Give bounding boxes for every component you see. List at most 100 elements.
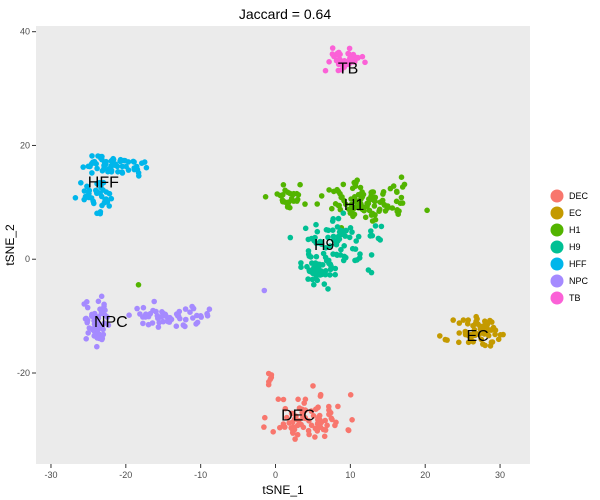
point-h9: [319, 262, 326, 268]
point-dec: [270, 429, 277, 435]
point-h9: [327, 272, 333, 278]
point-h9: [349, 245, 356, 252]
point-h9: [309, 260, 315, 266]
point-hff: [90, 198, 96, 204]
point-h9: [323, 268, 329, 274]
point-h9: [340, 210, 347, 216]
point-h1: [295, 192, 302, 198]
legend-label-hff: HFF: [569, 259, 587, 269]
point-npc: [190, 315, 196, 321]
point-dec: [316, 424, 323, 431]
point-hff: [86, 163, 93, 170]
point-tb: [334, 50, 341, 57]
point-h1: [318, 193, 325, 199]
point-h1: [424, 207, 430, 214]
point-ec: [456, 320, 463, 326]
point-h1: [380, 189, 387, 195]
point-dec: [302, 407, 308, 414]
point-dec: [280, 396, 287, 403]
point-h9: [328, 263, 334, 269]
x-tick-label: 10: [345, 470, 355, 480]
point-h1: [377, 199, 384, 205]
point-hff: [103, 189, 110, 195]
point-npc: [134, 305, 140, 312]
point-dec: [321, 433, 328, 440]
point-dec: [294, 431, 301, 438]
point-ec: [460, 317, 467, 323]
point-h9: [311, 281, 317, 288]
point-npc: [189, 303, 195, 310]
point-tb: [350, 59, 357, 65]
point-hff: [99, 202, 105, 209]
point-h9: [372, 223, 379, 229]
cluster-label-tb: TB: [338, 61, 358, 78]
point-h9: [353, 238, 360, 244]
point-hff: [89, 170, 95, 176]
point-h1: [390, 183, 397, 189]
point-h1: [341, 197, 347, 204]
point-h9: [305, 236, 312, 243]
point-h9: [287, 234, 294, 241]
point-dec: [275, 396, 282, 403]
point-h9: [375, 235, 382, 242]
point-npc: [140, 320, 146, 327]
point-h1: [262, 194, 269, 200]
point-hff: [80, 164, 86, 170]
point-hff: [99, 168, 106, 174]
point-npc: [98, 293, 105, 300]
legend-key-tb: [550, 291, 564, 305]
legend-key-ec: [550, 206, 564, 220]
point-ec: [456, 330, 463, 336]
point-h9: [302, 225, 309, 232]
cluster-labels: DEC EC H1 H9 HFF NPC TB: [88, 61, 489, 425]
point-dec: [294, 422, 301, 429]
point-h9: [325, 257, 332, 264]
legend: DEC EC H1 H9 HFF NPC TB: [550, 189, 589, 305]
x-axis: -30 -20 -10 0 10 20 30: [44, 464, 505, 480]
x-tick-label: -30: [44, 470, 57, 480]
point-dec: [291, 416, 298, 423]
point-npc: [155, 324, 162, 330]
point-h1: [288, 195, 295, 202]
point-dec: [295, 396, 301, 403]
point-npc: [173, 323, 180, 330]
point-hff: [133, 163, 140, 170]
point-h1: [280, 198, 286, 205]
point-npc: [197, 313, 204, 319]
point-h1: [371, 203, 378, 209]
point-tb: [345, 50, 351, 57]
legend-key-npc: [550, 274, 564, 288]
point-h9: [378, 223, 385, 230]
point-ec: [442, 336, 449, 343]
point-hff: [94, 180, 100, 187]
point-npc: [94, 335, 100, 341]
point-ec: [476, 331, 483, 338]
point-ec: [470, 339, 477, 345]
point-h1: [394, 207, 401, 213]
point-h9: [305, 276, 311, 282]
legend-label-dec: DEC: [569, 191, 589, 201]
point-npc: [143, 311, 149, 318]
point-dec: [328, 415, 335, 422]
point-ec: [456, 339, 462, 346]
x-tick-label: 0: [273, 470, 278, 480]
point-ec: [478, 336, 485, 343]
point-npc: [204, 313, 211, 319]
point-hff: [112, 161, 119, 167]
point-hff: [108, 195, 115, 202]
point-h1: [314, 201, 321, 207]
point-h9: [339, 231, 346, 237]
point-h1: [351, 179, 358, 186]
point-ec: [462, 328, 469, 335]
point-h9: [325, 286, 331, 292]
point-h9: [325, 234, 331, 241]
point-dec: [261, 424, 267, 430]
point-h9: [313, 240, 320, 246]
point-npc: [182, 306, 189, 312]
point-h1: [389, 205, 396, 211]
point-ec: [464, 321, 471, 327]
point-npc: [147, 310, 154, 317]
point-dec: [296, 405, 303, 411]
point-h1: [355, 191, 362, 198]
point-h1: [326, 187, 332, 193]
